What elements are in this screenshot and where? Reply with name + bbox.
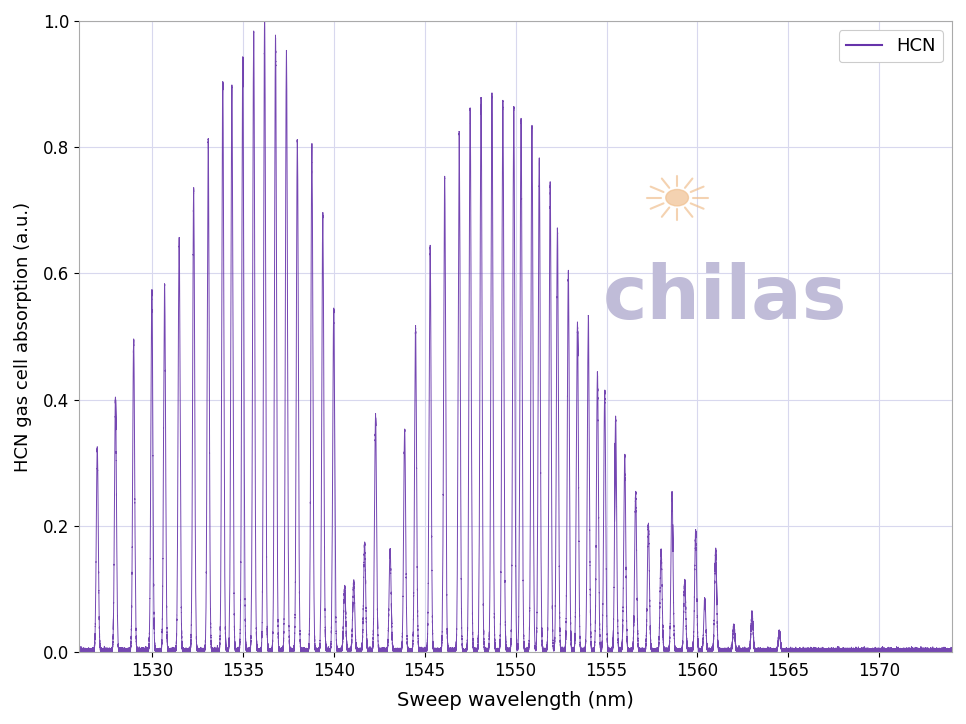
Legend: HCN: HCN <box>838 30 943 62</box>
Circle shape <box>666 190 689 206</box>
Text: chilas: chilas <box>603 262 847 335</box>
Y-axis label: HCN gas cell absorption (a.u.): HCN gas cell absorption (a.u.) <box>14 201 32 471</box>
X-axis label: Sweep wavelength (nm): Sweep wavelength (nm) <box>397 691 634 710</box>
